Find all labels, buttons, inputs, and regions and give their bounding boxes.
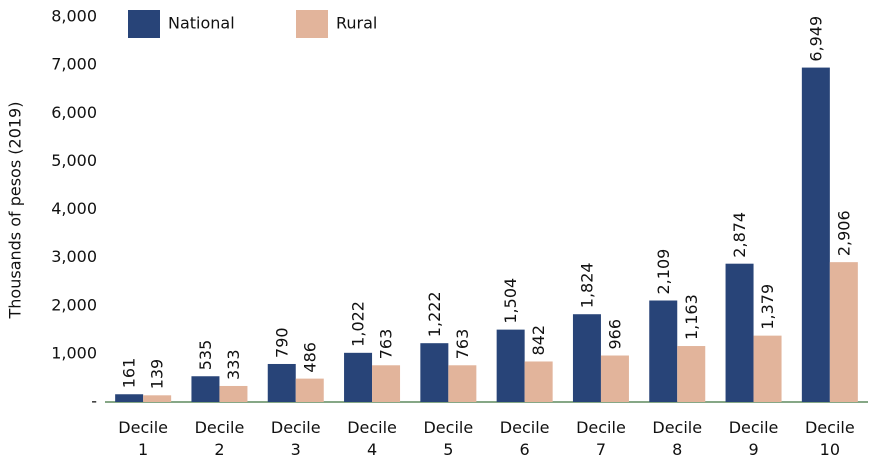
bar: [267, 363, 296, 402]
y-tick-label: 1,000: [51, 343, 97, 362]
x-tick-label-line: Decile: [423, 418, 473, 437]
x-tick-label: Decile 7: [576, 418, 626, 459]
value-label: 842: [529, 325, 548, 356]
y-tick-label: 6,000: [51, 103, 97, 122]
x-tick-label-line: Decile: [271, 418, 321, 437]
x-tick-label-line: 9: [748, 440, 758, 459]
value-label: 139: [148, 359, 167, 390]
value-label: 1,163: [682, 294, 701, 340]
bar: [295, 378, 324, 402]
value-label: 1,222: [425, 291, 444, 337]
bar: [725, 263, 754, 402]
x-tick-label: Decile 2: [195, 418, 245, 459]
x-tick-label: Decile 4: [347, 418, 397, 459]
bar: [448, 365, 477, 402]
bar: [649, 300, 678, 402]
x-tick-label-line: Decile: [805, 418, 855, 437]
legend-swatch: [296, 10, 328, 38]
bar: [677, 346, 706, 402]
bar: [420, 343, 449, 402]
y-tick-label: 5,000: [51, 151, 97, 170]
value-label: 486: [300, 342, 319, 373]
y-axis-label: Thousands of pesos (2019): [6, 102, 25, 320]
bar: [801, 67, 830, 402]
x-tick-label: Decile 6: [500, 418, 550, 459]
value-label: 2,874: [730, 212, 749, 258]
value-label: 1,824: [577, 262, 596, 308]
value-label: 2,109: [654, 249, 673, 295]
x-tick-label: Decile 9: [729, 418, 779, 459]
x-tick-label-line: 6: [520, 440, 530, 459]
value-label: 6,949: [806, 16, 825, 62]
bar: [600, 355, 629, 402]
legend-label: Rural: [336, 14, 377, 33]
bar: [115, 394, 144, 402]
bar: [496, 329, 525, 402]
bar: [753, 335, 782, 402]
value-label: 763: [377, 329, 396, 360]
y-tick-label: 8,000: [51, 7, 97, 26]
x-tick-label-line: 7: [596, 440, 606, 459]
bar: [219, 385, 248, 402]
x-tick-label-line: Decile: [576, 418, 626, 437]
y-tick-label: 4,000: [51, 199, 97, 218]
bar: [524, 361, 553, 402]
x-tick-label: Decile 5: [423, 418, 473, 459]
x-tick-label-line: Decile: [729, 418, 779, 437]
x-tick-label-line: 4: [367, 440, 377, 459]
bar: [829, 262, 858, 402]
bar: [344, 352, 373, 402]
x-tick-label: Decile 10: [805, 418, 855, 459]
bar: [143, 395, 172, 402]
value-label: 1,504: [501, 278, 520, 324]
x-tick-label-line: 3: [291, 440, 301, 459]
value-label: 1,379: [758, 284, 777, 330]
value-label: 333: [224, 349, 243, 380]
x-tick-label-line: Decile: [195, 418, 245, 437]
value-label: 1,022: [349, 301, 368, 347]
x-tick-label: Decile 8: [652, 418, 702, 459]
y-tick-label: -: [91, 392, 97, 411]
y-tick-label: 7,000: [51, 55, 97, 74]
value-label: 763: [453, 329, 472, 360]
y-tick-label: 3,000: [51, 247, 97, 266]
x-tick-label-line: 1: [138, 440, 148, 459]
x-tick-label: Decile 3: [271, 418, 321, 459]
bar: [191, 376, 220, 402]
x-tick-label-line: Decile: [500, 418, 550, 437]
x-tick-label-line: 2: [214, 440, 224, 459]
x-tick-label-line: 10: [820, 440, 840, 459]
value-label: 966: [605, 319, 624, 350]
legend-swatch: [128, 10, 160, 38]
x-tick-label-line: 8: [672, 440, 682, 459]
x-tick-label-line: Decile: [652, 418, 702, 437]
x-tick-label-line: Decile: [347, 418, 397, 437]
value-label: 2,906: [834, 210, 853, 256]
bar: [572, 314, 601, 402]
value-label: 161: [120, 358, 139, 389]
bar: [372, 365, 401, 402]
value-label: 535: [196, 340, 215, 371]
x-tick-label: Decile 1: [118, 418, 168, 459]
y-tick-label: 2,000: [51, 295, 97, 314]
x-tick-label-line: Decile: [118, 418, 168, 437]
value-label: 790: [272, 327, 291, 358]
x-tick-label-line: 5: [443, 440, 453, 459]
legend-label: National: [168, 14, 235, 33]
